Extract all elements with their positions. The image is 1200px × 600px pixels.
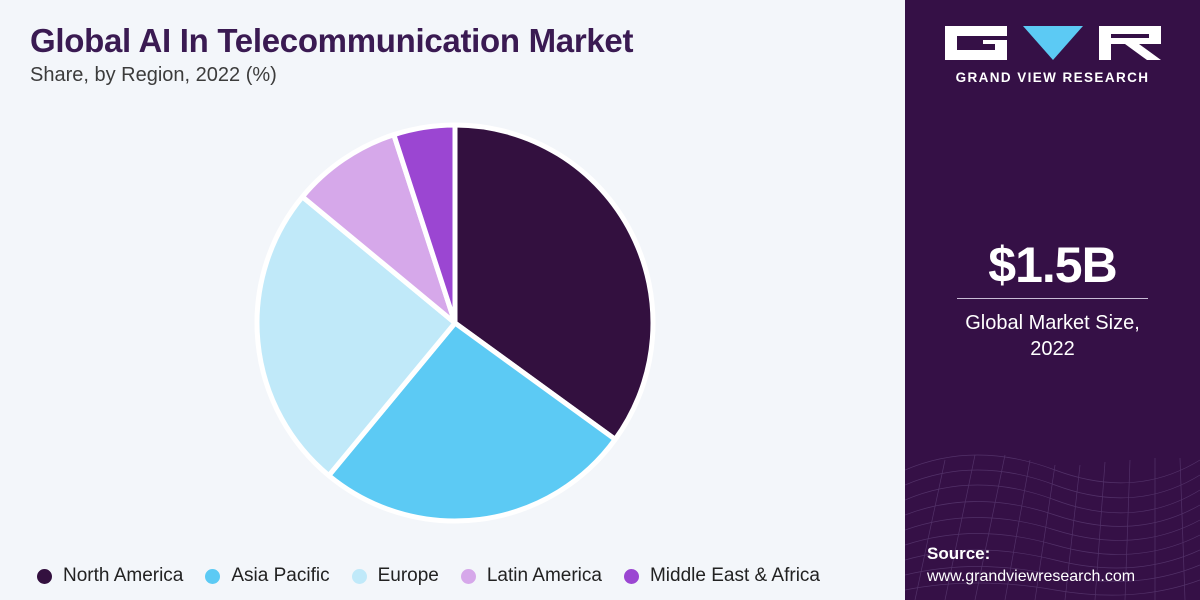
- pie-slice-europe: [254, 194, 458, 479]
- pie-slice-asia-pacific: [326, 320, 618, 524]
- gvr-logo: [945, 26, 1161, 60]
- market-size-label-line2: 2022: [1030, 338, 1075, 360]
- legend-item-north-america: North America: [37, 565, 183, 587]
- chart-subtitle: Share, by Region, 2022 (%): [30, 64, 277, 86]
- source-link[interactable]: www.grandviewresearch.com: [927, 568, 1136, 585]
- legend-item-europe: Europe: [351, 565, 439, 587]
- pie-chart-svg: [254, 122, 656, 524]
- pie-slice-north-america: [452, 122, 656, 442]
- legend-item-asia-pacific: Asia Pacific: [205, 565, 330, 587]
- legend-label-middle-east-africa: Middle East & Africa: [649, 565, 821, 586]
- chart-title: Global AI In Telecommunication Market: [30, 22, 634, 59]
- pie-slice-latin-america: [299, 132, 458, 326]
- sidebar-panel: GRAND VIEW RESEARCH $1.5B Global Market …: [905, 0, 1200, 600]
- legend-label-latin-america: Latin America: [486, 565, 602, 586]
- pie-chart: [254, 122, 656, 524]
- legend-swatch-latin-america: [460, 568, 476, 584]
- legend-item-latin-america: Latin America: [460, 565, 602, 587]
- legend-label-europe: Europe: [377, 565, 439, 586]
- legend-swatch-north-america: [37, 568, 52, 584]
- legend-swatch-middle-east-africa: [623, 568, 639, 584]
- market-size-label: Global Market Size, 2022: [905, 310, 1200, 362]
- stat-divider: [957, 298, 1148, 299]
- chart-panel: Global AI In Telecommunication Market Sh…: [30, 22, 842, 590]
- pie-slice-middle-east-africa: [391, 122, 458, 326]
- brand-name: GRAND VIEW RESEARCH: [955, 70, 1150, 85]
- legend-label-asia-pacific: Asia Pacific: [231, 565, 330, 586]
- legend-item-middle-east-africa: Middle East & Africa: [623, 565, 821, 587]
- source-title: Source:: [927, 544, 991, 563]
- wave-grid-graphic: [905, 454, 1200, 600]
- market-size-value: $1.5B: [988, 237, 1117, 293]
- legend-swatch-asia-pacific: [205, 568, 221, 584]
- legend-label-north-america: North America: [63, 565, 184, 586]
- chart-legend: North America Asia Pacific Europe Latin Ame…: [37, 562, 842, 590]
- market-size-label-line1: Global Market Size,: [965, 312, 1140, 334]
- legend-swatch-europe: [351, 568, 367, 584]
